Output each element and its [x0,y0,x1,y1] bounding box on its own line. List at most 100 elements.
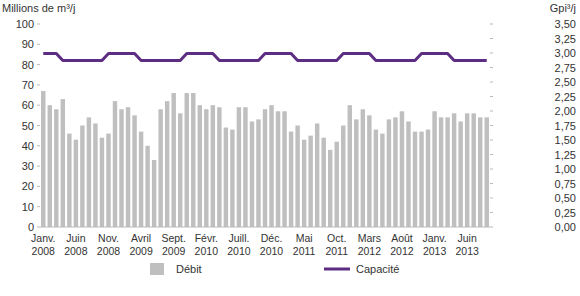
legend-swatch [150,263,164,275]
x-tick-label: Avril2009 [129,232,153,257]
y-tick-label: 60 [22,99,34,111]
bar [354,119,358,227]
y2-tick-label: 1,25 [555,149,576,161]
y-tick [37,64,40,65]
bar [341,126,345,228]
bar [178,113,182,227]
y-tick-label: 20 [22,180,34,192]
bar [74,140,78,227]
bar [361,109,365,227]
bar [419,132,423,227]
bar [308,136,312,227]
bar [54,109,58,227]
y2-tick [490,82,493,83]
y2-tick [490,140,493,141]
y2-tick-label: 1,75 [555,120,576,132]
bar [289,132,293,227]
bar [145,146,149,227]
legend-label: Capacité [356,263,399,275]
legend-label: Débit [176,263,202,275]
bar [321,138,325,227]
bar [478,117,482,227]
bar [113,101,117,227]
bar [282,111,286,227]
bar [452,113,456,227]
bar [100,138,104,227]
y2-tick [490,96,493,97]
y2-axis-title: Gpi³/j [550,2,576,14]
y-tick [37,166,40,167]
bar [237,107,241,227]
y2-tick-label: 0,50 [555,192,576,204]
bar [67,134,71,227]
x-tick-label: Janv.2013 [422,232,446,257]
bar [132,115,136,227]
y-tick [37,206,40,207]
bar [263,109,267,227]
y-axis-title: Millions de m³/j [2,2,75,14]
y2-tick [490,198,493,199]
bar [198,105,202,227]
y-tick [37,105,40,106]
y2-tick [490,125,493,126]
bar [93,123,97,227]
bar [230,130,234,227]
bar [315,123,319,227]
y2-tick-label: 3,00 [555,47,576,59]
x-tick-label: Mars2012 [358,232,382,257]
x-tick-label: Mai2011 [293,232,316,257]
y-tick-label: 90 [22,38,34,50]
bar [119,109,123,227]
y-tick [37,44,40,45]
bar [471,113,475,227]
bar [106,134,110,227]
bar [276,111,280,227]
bar [295,126,299,228]
bar [328,150,332,227]
y-tick-label: 100 [16,18,34,30]
bar [348,105,352,227]
bar [374,130,378,227]
bar [465,113,469,227]
bar [48,105,52,227]
bar [439,117,443,227]
bar [158,109,162,227]
y2-tick-label: 1,50 [555,134,576,146]
x-tick-label: Oct.2011 [325,232,348,257]
y-tick-label: 40 [22,140,34,152]
x-tick-label: Sept.2009 [161,232,186,257]
y-tick [37,145,40,146]
bar [432,111,436,227]
y2-tick-label: 2,00 [555,105,576,117]
y2-tick [490,67,493,68]
bar [152,160,156,227]
x-tick-label: Nov.2008 [97,232,121,257]
y-tick-label: 10 [22,201,34,213]
y2-tick-label: 0,00 [555,221,576,233]
y2-tick-label: 2,50 [555,76,576,88]
bar [387,119,391,227]
bar [256,119,260,227]
bar [126,107,130,227]
x-tick-label: Août2012 [390,232,414,257]
y2-tick-label: 3,50 [555,18,576,30]
bar [445,117,449,227]
legend-swatch [324,268,350,271]
bar [171,93,175,227]
bar [80,126,84,228]
bar [406,121,410,227]
bar [413,132,417,227]
bar [204,109,208,227]
bar [367,115,371,227]
y2-tick [490,111,493,112]
bar [380,134,384,227]
chart: Millions de m³/jGpi³/j010203040506070809… [0,0,580,296]
bar [191,93,195,227]
bar [41,91,45,227]
bar [224,128,228,227]
x-tick-label: Févr.2010 [195,232,219,257]
y2-tick [490,212,493,213]
bar [302,140,306,227]
y2-tick-label: 0,25 [555,207,576,219]
y2-tick [490,169,493,170]
